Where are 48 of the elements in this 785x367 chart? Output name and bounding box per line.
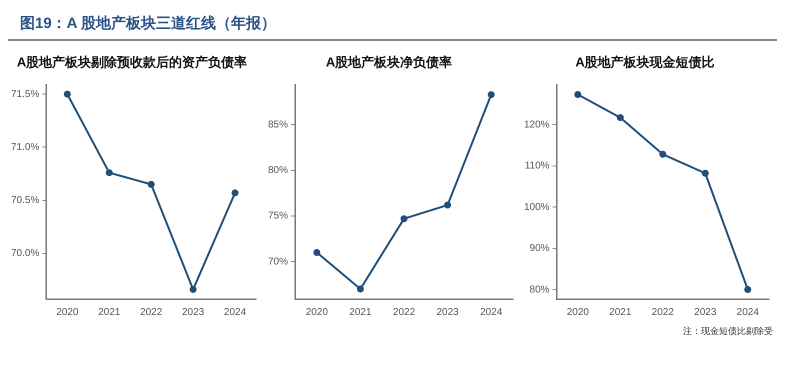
y-tick-label: 120% [524,119,550,130]
y-tick-label: 80% [268,165,288,176]
x-tick-label: 2024 [480,306,502,318]
point [616,114,624,122]
y-tick-label: 71.0% [10,142,40,153]
y-tick-label: 75% [268,210,288,222]
point [312,248,320,256]
y-tick-label: 100% [524,202,550,213]
y-tick-label: 110% [524,160,550,172]
point [106,169,113,176]
point [444,202,451,209]
point [232,189,239,196]
chart-title: A股地产板块现金短债比 [575,54,715,70]
x-tick-label: 2020 [56,306,79,318]
x-tick-label: 2022 [392,306,416,318]
point [659,150,666,158]
point [148,180,155,188]
text: 注：现金短债比剔除受 [682,325,774,338]
x-tick-label: 2023 [182,306,205,318]
x-tick-label: 2022 [652,306,674,318]
y-tick-label: 70% [268,256,288,268]
point [356,285,364,292]
x-tick-label: 2024 [224,306,247,318]
point [400,215,408,222]
x-tick-label: 2021 [348,306,372,318]
x-tick-label: 2023 [436,306,459,318]
x-tick-label: 2021 [609,306,632,318]
point [574,90,582,98]
point [190,286,197,293]
chart-title: A股地产板块剔除预收款后的资产负债率 [16,54,248,70]
x-tick-label: 2022 [140,306,163,318]
y-tick-label: 70.5% [10,195,40,206]
point [487,91,494,98]
point [702,170,709,177]
x-tick-label: 2020 [566,306,590,318]
y-tick-label: 71.5% [10,88,40,100]
chart-title: A股地产板块净负债率 [325,54,452,70]
point [744,286,752,294]
point [64,90,71,98]
y-tick-label: 70.0% [10,248,40,260]
y-tick-label: 90% [530,243,550,254]
x-tick-label: 2021 [98,306,121,318]
x-tick-label: 2020 [305,306,328,318]
y-tick-label: 85% [268,119,288,130]
x-tick-label: 2024 [736,306,760,318]
x-tick-label: 2023 [694,306,717,318]
text: 图19：A 股地产板块三道红线（年报） [20,14,278,33]
y-tick-label: 80% [530,284,550,296]
